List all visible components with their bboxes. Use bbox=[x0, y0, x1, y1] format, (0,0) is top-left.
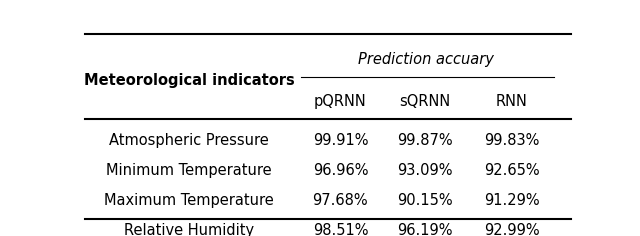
Text: Relative Humidity: Relative Humidity bbox=[124, 223, 254, 236]
Text: 97.68%: 97.68% bbox=[312, 194, 368, 208]
Text: 90.15%: 90.15% bbox=[397, 194, 452, 208]
Text: 99.91%: 99.91% bbox=[313, 134, 368, 148]
Text: 99.87%: 99.87% bbox=[397, 134, 452, 148]
Text: pQRNN: pQRNN bbox=[314, 93, 367, 109]
Text: 91.29%: 91.29% bbox=[484, 194, 540, 208]
Text: 96.19%: 96.19% bbox=[397, 223, 452, 236]
Text: 93.09%: 93.09% bbox=[397, 164, 452, 178]
Text: Prediction accuary: Prediction accuary bbox=[358, 52, 494, 67]
Text: RNN: RNN bbox=[495, 93, 527, 109]
Text: sQRNN: sQRNN bbox=[399, 93, 451, 109]
Text: Maximum Temperature: Maximum Temperature bbox=[104, 194, 274, 208]
Text: Atmospheric Pressure: Atmospheric Pressure bbox=[109, 134, 269, 148]
Text: 98.51%: 98.51% bbox=[313, 223, 368, 236]
Text: 92.65%: 92.65% bbox=[484, 164, 540, 178]
Text: 99.83%: 99.83% bbox=[484, 134, 540, 148]
Text: Minimum Temperature: Minimum Temperature bbox=[106, 164, 272, 178]
Text: 96.96%: 96.96% bbox=[313, 164, 368, 178]
Text: Meteorological indicators: Meteorological indicators bbox=[84, 73, 294, 88]
Text: 92.99%: 92.99% bbox=[484, 223, 540, 236]
